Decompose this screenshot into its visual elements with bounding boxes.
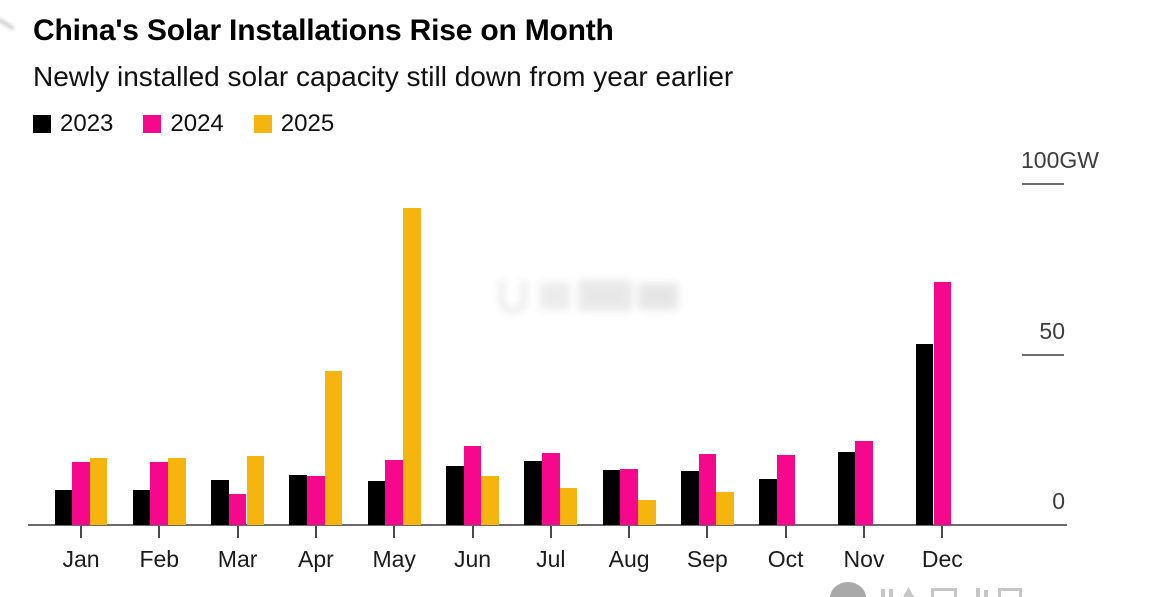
bar-2023-apr [289,474,307,525]
x-tick-dec [941,526,944,538]
bar-2023-jun [445,466,464,525]
bar-2025-jul [559,487,578,525]
y-tick-label-100: 100GW [1021,147,1099,173]
bar-2024-feb [150,462,169,525]
bar-2025-aug [638,499,656,525]
legend-item-2023: 2023 [33,111,113,136]
x-tick-jul [549,526,552,538]
legend-swatch-2023 [33,114,51,133]
chart-title: China's Solar Installations Rise on Mont… [33,14,614,47]
bar-2024-apr [307,475,325,525]
x-label-may: May [372,546,416,572]
x-label-jan: Jan [62,546,100,572]
bar-2024-jun [463,445,482,525]
legend-swatch-2024 [143,114,162,133]
x-tick-aug [628,526,631,538]
bar-2024-oct [776,455,795,525]
legend-label-2023: 2023 [60,110,114,137]
x-tick-nov [863,526,865,538]
y-tick-line-50 [1022,353,1064,356]
bar-2023-sep [680,471,699,525]
bar-2024-nov [855,441,873,525]
bar-2025-feb [168,457,186,525]
bar-2025-sep [716,491,734,525]
bar-2024-aug [620,468,638,525]
x-label-mar: Mar [217,546,258,572]
bar-2025-apr [324,370,343,525]
y-tick-label-50: 50 [1039,317,1065,344]
x-label-sep: Sep [686,546,728,572]
x-tick-oct [784,526,787,538]
watermark-fragment [638,283,678,310]
x-label-feb: Feb [139,546,180,572]
watermark-blur [500,274,678,316]
bar-2023-aug [602,470,621,525]
x-tick-apr [314,526,317,538]
x-tick-sep [706,526,709,538]
bar-2025-may [403,208,421,525]
legend-swatch-2025 [253,114,272,133]
bar-2024-dec [933,281,952,525]
y-tick-label-0: 0 [1052,488,1065,514]
x-tick-jun [471,526,474,538]
bar-2023-nov [837,452,856,525]
watermark-fragment [578,280,632,311]
bar-2024-jan [72,462,90,525]
x-label-jul: Jul [536,546,566,572]
legend-label-2024: 2024 [170,110,224,137]
bar-2025-jan [89,457,108,525]
x-axis-baseline [28,524,1067,526]
x-tick-mar [236,526,239,538]
x-label-apr: Apr [297,546,334,572]
bar-2024-jul [542,453,560,525]
x-tick-may [393,526,396,538]
y-tick-line-100 [1022,183,1064,185]
bar-2025-jun [481,475,499,525]
bar-2025-mar [246,456,265,525]
bar-2023-feb [132,490,151,525]
x-label-dec: Dec [921,546,963,572]
bar-2023-may [367,481,386,525]
legend-label-2025: 2025 [280,110,335,137]
chart-subtitle: Newly installed solar capacity still dow… [33,61,734,92]
legend: 2023 2024 2025 [33,111,364,136]
bar-2023-jan [54,490,73,525]
bar-2023-dec [915,344,934,525]
x-label-aug: Aug [608,546,650,572]
legend-item-2025: 2025 [253,110,335,137]
x-tick-feb [158,526,161,538]
watermark-fragment [540,282,570,310]
bar-2023-mar [211,479,229,525]
watermark-fragment [500,280,526,312]
x-label-jun: Jun [453,546,492,572]
bar-2024-may [385,460,403,525]
x-tick-jan [80,526,82,538]
bar-2023-jul [524,461,542,525]
bar-2024-sep [698,453,717,525]
x-label-nov: Nov [843,546,885,572]
x-label-oct: Oct [767,546,804,572]
bar-2023-oct [759,478,777,525]
legend-item-2024: 2024 [143,110,224,137]
bar-2024-mar [228,494,247,525]
